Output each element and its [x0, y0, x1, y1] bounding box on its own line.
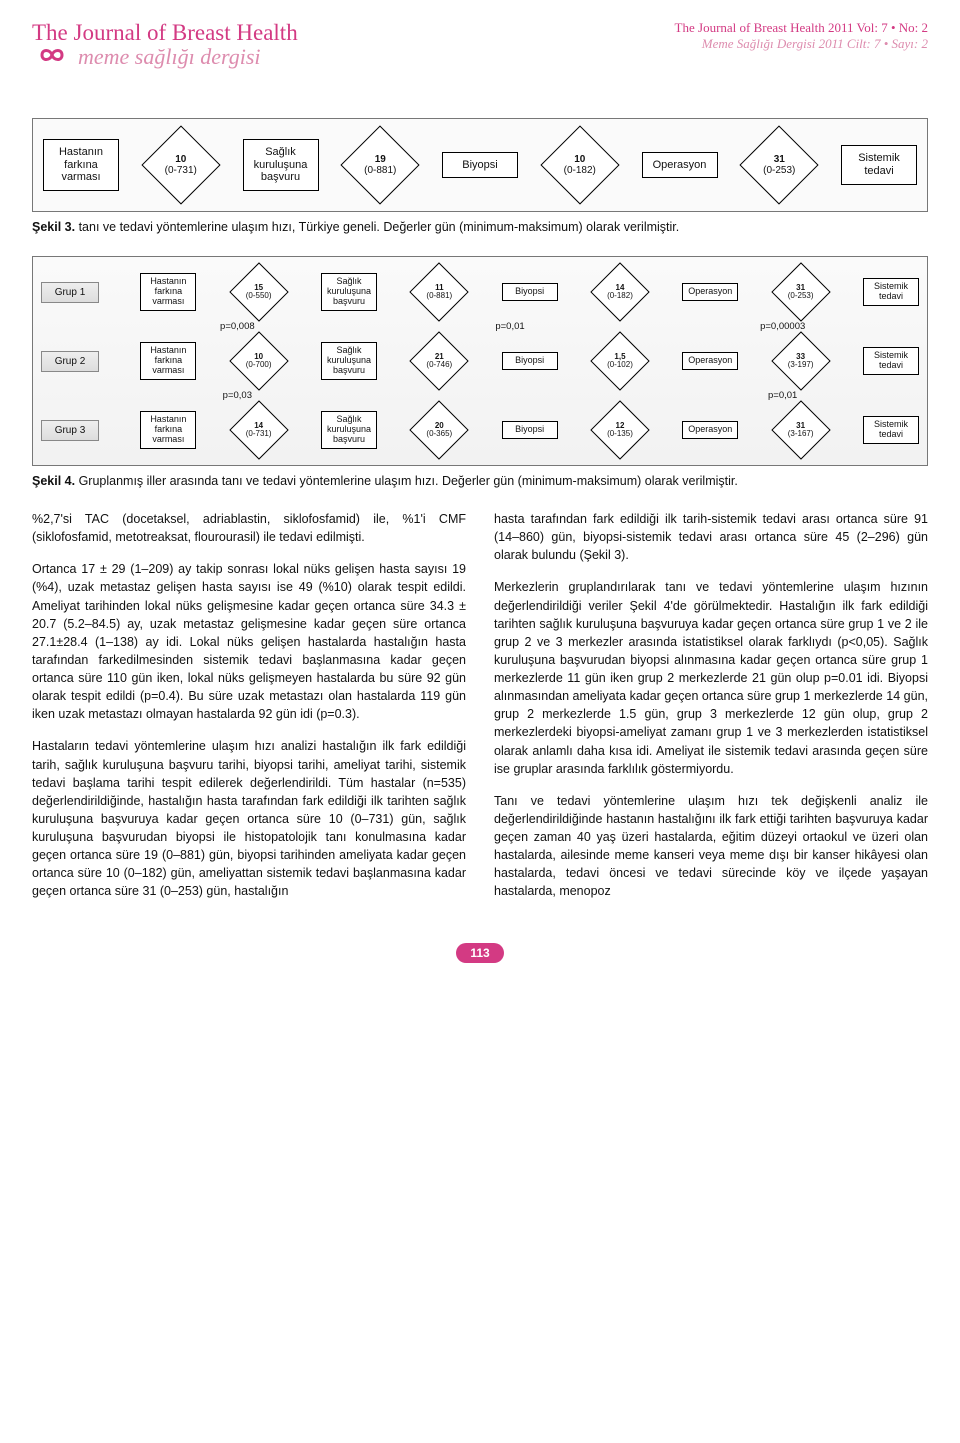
flow-value-diamond: 10(0-182)	[552, 137, 608, 193]
body-paragraph: Hastaların tedavi yöntemlerine ulaşım hı…	[32, 737, 466, 900]
flow-value-diamond: 31(0-253)	[780, 271, 822, 313]
issue-info: The Journal of Breast Health 2011 Vol: 7…	[675, 20, 928, 52]
stage-box: Operasyon	[642, 152, 718, 179]
body-paragraph: Merkezlerin gruplandırılarak tanı ve ted…	[494, 578, 928, 777]
p-value: p=0,00003	[646, 321, 919, 332]
stage-box: Sistemiktedavi	[863, 278, 919, 306]
stage-box: Hastanınfarkınavarması	[140, 411, 196, 449]
figure-4-row: Grup 1 Hastanınfarkınavarması 15(0-550) Sağ…	[41, 271, 919, 313]
flow-value-diamond: 12(0-135)	[599, 409, 641, 451]
p-value: p=0,008	[101, 321, 374, 332]
flow-value-diamond: 11(0-881)	[418, 271, 460, 313]
stage-box: Sistemiktedavi	[841, 145, 917, 184]
flow-value-diamond: 19(0-881)	[352, 137, 408, 193]
caption-text: Gruplanmış iller arasında tanı ve tedavi…	[79, 474, 738, 488]
group-label: Grup 1	[41, 282, 99, 303]
figure-4-row: Grup 2 Hastanınfarkınavarması 10(0-700) Sağ…	[41, 340, 919, 382]
group-label: Grup 3	[41, 420, 99, 441]
stage-box: Hastanınfarkınavarması	[140, 342, 196, 380]
stage-box: Sağlıkkuruluşunabaşvuru	[321, 411, 377, 449]
issue-tr: Meme Sağlığı Dergisi 2011 Cilt: 7 • Sayı…	[675, 36, 928, 52]
flow-value-diamond: 33(3-197)	[780, 340, 822, 382]
p-value	[374, 390, 647, 401]
flow-value-diamond: 10(0-700)	[238, 340, 280, 382]
figure-4: Grup 1 Hastanınfarkınavarması 15(0-550) Sağ…	[32, 256, 928, 466]
stage-box: Sistemiktedavi	[863, 347, 919, 375]
flow-value-diamond: 14(0-731)	[238, 409, 280, 451]
stage-box: Biyopsi	[502, 283, 558, 301]
caption-text: tanı ve tedavi yöntemlerine ulaşım hızı,…	[79, 220, 680, 234]
stage-box: Biyopsi	[442, 152, 518, 179]
flow-value-diamond: 15(0-550)	[238, 271, 280, 313]
caption-label: Şekil 4.	[32, 474, 75, 488]
caption-label: Şekil 3.	[32, 220, 75, 234]
body-left-column: %2,7'si TAC (docetaksel, adriablastin, s…	[32, 510, 466, 915]
p-value: p=0,01	[374, 321, 647, 332]
stage-box: Hastanınfarkınavarması	[140, 273, 196, 311]
body-paragraph: Tanı ve tedavi yöntemlerine ulaşım hızı …	[494, 792, 928, 901]
body-paragraph: hasta tarafından fark edildiği ilk tarih…	[494, 510, 928, 564]
stage-box: Sistemiktedavi	[863, 416, 919, 444]
figure-4-caption: Şekil 4. Gruplanmış iller arasında tanı …	[32, 474, 928, 488]
stage-box: Operasyon	[682, 283, 738, 301]
flow-value-diamond: 1,5(0-102)	[599, 340, 641, 382]
page-number-wrap: 113	[32, 943, 928, 963]
p-value-row: p=0,008p=0,01p=0,00003	[41, 321, 919, 332]
p-value: p=0,01	[646, 390, 919, 401]
p-value: p=0,03	[101, 390, 374, 401]
flow-value-diamond: 20(0-365)	[418, 409, 460, 451]
figure-3-flow: Hastanınfarkınavarması 10(0-731) Sağlıkkur…	[43, 137, 917, 193]
figure-3: Hastanınfarkınavarması 10(0-731) Sağlıkkur…	[32, 118, 928, 212]
infinity-logo-icon	[32, 45, 72, 70]
issue-en: The Journal of Breast Health 2011 Vol: 7…	[675, 20, 928, 36]
page-header: The Journal of Breast Health meme sağlığ…	[32, 20, 928, 70]
stage-box: Biyopsi	[502, 352, 558, 370]
body-paragraph: %2,7'si TAC (docetaksel, adriablastin, s…	[32, 510, 466, 546]
flow-value-diamond: 31(0-253)	[751, 137, 807, 193]
journal-title-block: The Journal of Breast Health meme sağlığ…	[32, 20, 298, 70]
figure-4-row: Grup 3 Hastanınfarkınavarması 14(0-731) Sağ…	[41, 409, 919, 451]
flow-value-diamond: 21(0-746)	[418, 340, 460, 382]
journal-title-tr: meme sağlığı dergisi	[78, 44, 261, 70]
flow-value-diamond: 10(0-731)	[153, 137, 209, 193]
p-value-row: p=0,03 p=0,01	[41, 390, 919, 401]
stage-box: Sağlıkkuruluşunabaşvuru	[243, 139, 319, 191]
flow-value-diamond: 31(3-167)	[780, 409, 822, 451]
page-number: 113	[456, 943, 503, 963]
body-paragraph: Ortanca 17 ± 29 (1–209) ay takip sonrası…	[32, 560, 466, 723]
stage-box: Operasyon	[682, 421, 738, 439]
group-label: Grup 2	[41, 351, 99, 372]
stage-box: Operasyon	[682, 352, 738, 370]
stage-box: Sağlıkkuruluşunabaşvuru	[321, 273, 377, 311]
figure-3-caption: Şekil 3. tanı ve tedavi yöntemlerine ula…	[32, 220, 928, 234]
stage-box: Biyopsi	[502, 421, 558, 439]
figure-4-flows: Grup 1 Hastanınfarkınavarması 15(0-550) Sağ…	[41, 271, 919, 451]
flow-value-diamond: 14(0-182)	[599, 271, 641, 313]
body-columns: %2,7'si TAC (docetaksel, adriablastin, s…	[32, 510, 928, 915]
journal-title-tr-row: meme sağlığı dergisi	[32, 46, 298, 70]
journal-title-en: The Journal of Breast Health	[32, 20, 298, 46]
stage-box: Hastanınfarkınavarması	[43, 139, 119, 191]
body-right-column: hasta tarafından fark edildiği ilk tarih…	[494, 510, 928, 915]
stage-box: Sağlıkkuruluşunabaşvuru	[321, 342, 377, 380]
